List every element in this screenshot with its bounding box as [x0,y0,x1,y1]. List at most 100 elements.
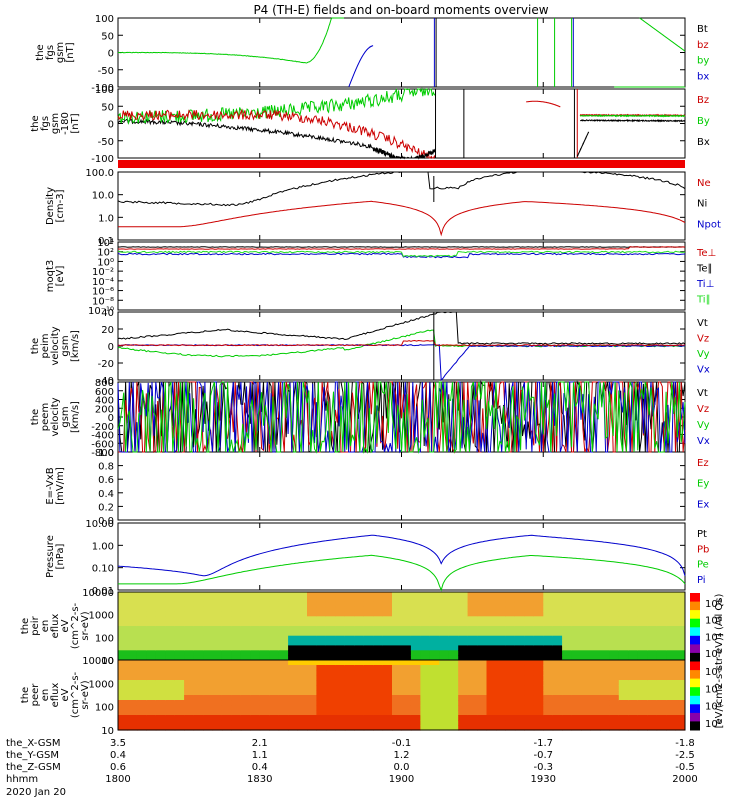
heatmap-cell [165,650,176,656]
legend-entry: Pt [697,529,707,540]
heatmap-cell [496,606,506,613]
heatmap-cell [590,695,601,701]
heatmap-cell [212,640,223,647]
heatmap-cell [373,665,384,671]
heatmap-cell [231,650,242,656]
heatmap-cell [514,720,525,726]
heatmap-cell [259,655,270,661]
y-axis-label: [nT] [65,42,76,62]
heatmap-cell [581,675,591,681]
heatmap-cell [382,611,393,617]
heatmap-cell [675,645,686,651]
heatmap-cell [609,596,620,603]
heatmap-cell [429,720,440,726]
heatmap-cell [278,670,289,676]
heatmap-cell [212,611,223,617]
heatmap-cell [269,680,280,686]
heatmap-cell [647,621,658,627]
heatmap-cell [307,596,317,603]
heatmap-cell [297,690,308,696]
heatmap-cell [637,630,648,637]
heatmap-cell [297,710,308,716]
heatmap-cell [269,705,280,711]
heatmap-cell [552,650,563,656]
heatmap-cell [155,621,166,627]
heatmap-cell [174,725,185,731]
heatmap-cell [410,660,421,666]
heatmap-cell [127,621,138,627]
heatmap-cell [203,655,214,661]
heatmap-cell [628,690,639,696]
heatmap-cell [429,630,440,637]
heatmap-cell [392,621,402,627]
heatmap-cell [354,690,365,696]
heatmap-cell [259,705,270,711]
heatmap-cell [344,645,355,651]
heatmap-cell [637,635,648,642]
heatmap-cell [666,685,677,691]
heatmap-cell [146,650,157,656]
heatmap-cell [118,630,128,637]
heatmap-cell [628,655,639,661]
heatmap-cell [666,665,677,671]
heatmap-cell [609,710,620,716]
heatmap-cell [496,675,506,681]
heatmap-cell [155,645,166,651]
heatmap-cell [496,650,506,656]
y-axis-label: Density [45,187,56,225]
heatmap-cell [335,660,346,666]
heatmap-cell [609,650,620,656]
legend-entry: Ne [697,178,711,189]
legend-entry: Vt [697,318,708,329]
heatmap-cell [288,720,299,726]
heatmap-cell [467,665,478,671]
heatmap-cell [637,685,648,691]
heatmap-cell [259,665,270,671]
heatmap-cell [429,660,440,666]
heatmap-cell [146,700,157,706]
heatmap-cell [590,700,601,706]
heatmap-cell [325,670,336,676]
heatmap-cell [127,635,138,642]
heatmap-cell [240,606,251,613]
heatmap-cell [136,606,147,613]
heatmap-cell [477,645,488,651]
heatmap-cell [165,725,176,731]
y-tick-label: 100 [95,703,114,714]
heatmap-cell [212,680,223,686]
series-ne [118,200,686,237]
heatmap-cell [127,640,138,647]
heatmap-cell [193,592,204,598]
heatmap-cell [354,630,365,637]
heatmap-cell [458,690,469,696]
heatmap-cell [231,675,242,681]
heatmap-cell [533,640,544,647]
heatmap-cell [118,621,128,627]
heatmap-cell [269,630,280,637]
heatmap-cell [288,705,299,711]
heatmap-cell [581,660,591,666]
heatmap-cell [240,720,251,726]
heatmap-cell [647,630,658,637]
heatmap-cell [609,680,620,686]
heatmap-cell [373,592,384,598]
heatmap-cell [127,670,138,676]
heatmap-cell [288,655,299,661]
heatmap-cell [382,640,393,647]
heatmap-cell [618,650,629,656]
heatmap-cell [543,635,554,642]
heatmap-cell [410,635,421,642]
heatmap-cell [486,606,497,613]
heatmap-cell [221,650,232,656]
heatmap-cell [420,655,431,661]
heatmap-cell [429,596,440,603]
heatmap-cell [354,685,365,691]
heatmap-cell [543,715,554,721]
heatmap-cell [581,655,591,661]
heatmap-cell [637,670,648,676]
heatmap-cell [618,621,629,627]
heatmap-cell [458,725,469,731]
heatmap-cell [269,592,280,598]
heatmap-cell [269,700,280,706]
heatmap-cell [344,670,355,676]
